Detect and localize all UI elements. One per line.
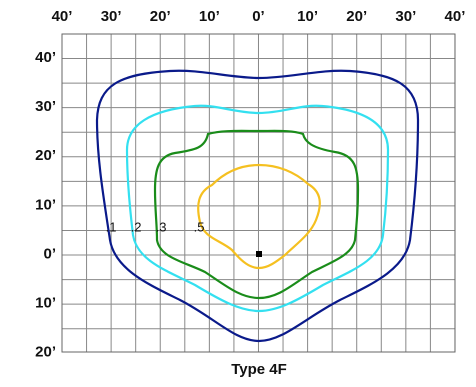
- contour-05: [197, 163, 321, 270]
- top-axis-label: 10’: [199, 8, 220, 25]
- plot-border: [61, 33, 456, 353]
- left-axis-label: 30’: [35, 98, 56, 115]
- contour-label: .5: [194, 219, 205, 234]
- top-axis-label: 40’: [52, 8, 73, 25]
- contour-label: .1: [106, 219, 117, 234]
- contour-label: .3: [156, 219, 167, 234]
- top-axis-label: 20’: [346, 8, 367, 25]
- top-axis-label: 0’: [252, 8, 265, 25]
- left-axis-label: 40’: [35, 49, 56, 66]
- contour-label: .2: [131, 219, 142, 234]
- left-axis-label: 10’: [35, 295, 56, 312]
- left-axis-label: 20’: [35, 344, 56, 361]
- top-axis-label: 30’: [101, 8, 122, 25]
- top-axis-label: 30’: [395, 8, 416, 25]
- top-axis-label: 40’: [445, 8, 466, 25]
- contour-01: [95, 69, 420, 343]
- top-axis-label: 10’: [297, 8, 318, 25]
- left-axis-label: 20’: [35, 147, 56, 164]
- top-axis-label: 20’: [150, 8, 171, 25]
- luminaire-point: [256, 251, 262, 257]
- left-axis-label: 10’: [35, 196, 56, 213]
- contour-02: [125, 104, 390, 313]
- contour-03: [153, 129, 360, 300]
- left-axis-label: 0’: [43, 245, 56, 262]
- chart-title: Type 4F: [231, 361, 287, 378]
